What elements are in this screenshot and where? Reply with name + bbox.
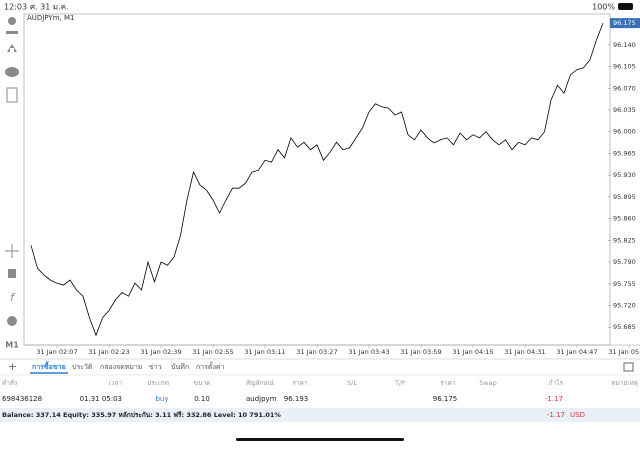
chart-title: AUDJPYm, M1 [27,14,74,22]
trade-icon[interactable] [7,44,17,52]
account-icon-base [6,31,18,34]
column-header: คำสั่ง [2,378,17,387]
tabs: การซื้อขาย ประวัติ กล่องจดหมาย ข่าว บันทึก กา… [30,360,225,374]
x-tick-label: 31 Jan 03:11 [244,348,285,356]
y-tick-label: 95.825 [613,236,636,244]
objects-icon[interactable] [7,316,17,326]
add-button[interactable]: + [8,360,17,373]
indicator-icon[interactable] [8,269,16,278]
y-tick-label: 95.685 [613,323,636,331]
tab[interactable]: ประวัติ [72,363,93,371]
y-tick-label: 96.105 [613,63,636,71]
y-tick-label: 95.720 [613,302,636,310]
summary-bar [0,408,640,422]
panel-icon[interactable] [623,362,634,372]
column-header: S/L [347,379,357,387]
tab[interactable]: ข่าว [149,363,162,371]
y-tick-label: 96.035 [613,106,636,114]
column-header: Swap [479,379,497,387]
x-tick-label: 31 Jan 02:07 [36,348,77,356]
cell-open-price: 96.193 [284,395,309,403]
column-header: ประเภท [147,379,169,387]
y-tick-label: 95.930 [613,171,636,179]
positions-table: คำสั่ง เวลา ประเภท ขนาด สัญลักษณ์ ราคา S/L T/P ร… [2,378,638,403]
y-tick-label: 95.755 [613,280,636,288]
x-tick-label: 31 Jan 04:15 [452,348,493,356]
last-price-box [610,18,640,29]
y-tick-label: 95.895 [613,193,636,201]
status-date: ศ. 31 ม.ค. [30,3,69,12]
column-header: สัญลักษณ์ [246,379,274,387]
status-bar [0,0,640,14]
chat-icon[interactable] [5,67,19,77]
x-tick-label: 31 Jan 03:43 [348,348,389,356]
y-tick-label: 95.790 [613,258,636,266]
column-header: ขนาด [194,379,211,387]
x-tick-label: 31 Jan 02:39 [140,348,181,356]
x-tick-label: 31 Jan 05:03 [608,348,640,356]
timeframe[interactable]: M1 [5,341,19,350]
tab[interactable]: บันทึก [171,362,189,371]
x-tick-label: 31 Jan 04:31 [504,348,545,356]
battery-icon [618,3,633,10]
cell-time: 01.31 05:03 [80,395,122,403]
x-tick-label: 31 Jan 03:59 [400,348,441,356]
tab[interactable]: กล่องจดหมาย [100,363,142,371]
price-line [30,22,604,337]
chart-frame [23,13,611,346]
chart: 95.685 95.720 95.755 95.790 95.825 95.860 95.8… [30,18,640,356]
home-indicator [236,438,404,441]
column-header: หมายเหตุ [611,379,638,387]
battery-text: 100% [592,3,615,12]
y-tick-label: 96.000 [613,128,636,136]
cell-volume: 0.10 [194,395,210,403]
doc-icon[interactable] [6,87,18,103]
cell-type: buy [155,395,168,403]
toolbar: f M1 [5,17,19,350]
tab[interactable]: การตั้งค่า [196,360,225,371]
y-tick-label: 95.860 [613,215,636,223]
y-tick-label: 96.070 [613,84,636,92]
cell-profit: -1.17 [545,395,563,403]
cell-current-price: 96.175 [433,395,458,403]
x-tick-label: 31 Jan 02:23 [88,348,129,356]
account-summary: Balance: 337.14 Equity: 335.97 หลักประกั… [2,411,281,419]
status-time: 12:03 [4,3,27,12]
column-header: T/P [394,379,405,387]
account-icon[interactable] [8,17,16,25]
last-price-label: 96.175 [613,19,636,27]
tab[interactable]: การซื้อขาย [32,360,66,371]
x-tick-label: 31 Jan 02:55 [192,348,233,356]
y-tick-label: 96.140 [613,41,636,49]
column-header: ราคา [292,379,307,387]
total-profit: -1.17 [547,411,565,419]
cell-symbol: audjpym [246,395,277,403]
column-header: เวลา [108,379,122,387]
column-header: กำไร [549,379,564,387]
column-header: ราคา [440,379,455,387]
currency: USD [570,411,585,419]
crosshair-icon[interactable] [5,244,19,258]
x-tick-label: 31 Jan 04:47 [556,348,597,356]
function-icon[interactable]: f [10,291,16,304]
cell-order: 698436128 [2,395,42,403]
y-tick-label: 95.965 [613,149,636,157]
x-tick-label: 31 Jan 03:27 [296,348,337,356]
